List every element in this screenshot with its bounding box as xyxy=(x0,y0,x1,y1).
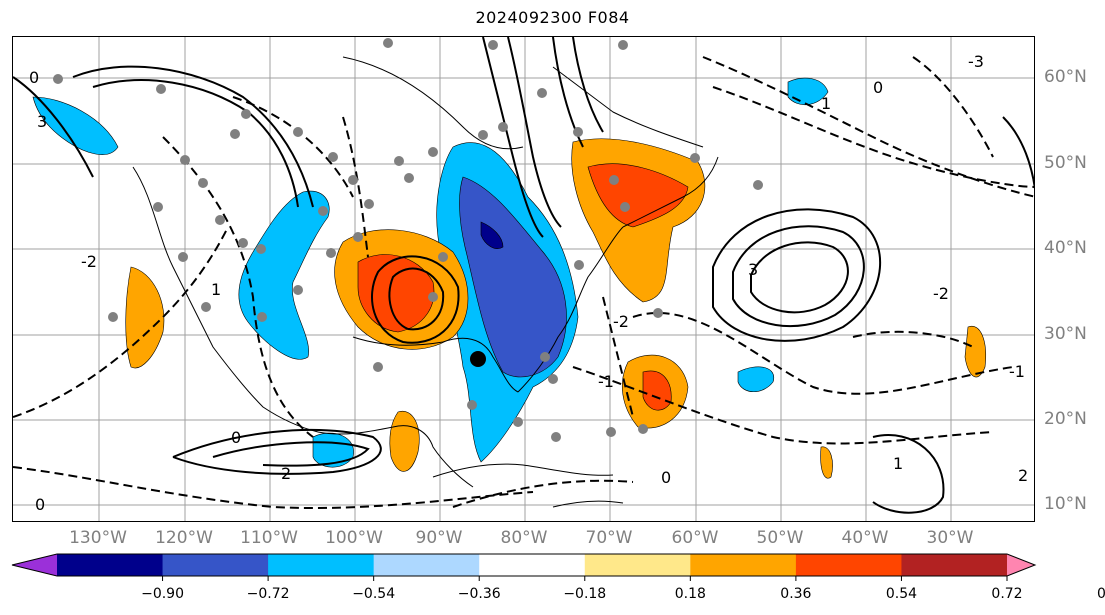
station-markers xyxy=(53,38,763,442)
colorbar-tick-label: 0.90 xyxy=(1096,586,1105,602)
colorbar-tick-label: −0.54 xyxy=(352,586,396,602)
colorbar-tick-label: −0.90 xyxy=(141,586,184,602)
contour-high-east xyxy=(712,208,882,342)
shade-orange-pacific xyxy=(125,266,165,369)
shade-navy-core xyxy=(480,221,504,249)
lon-label-110w: 110°W xyxy=(240,528,298,548)
lon-label-50w: 50°W xyxy=(756,528,804,548)
lat-label-20n: 20°N xyxy=(1044,409,1087,429)
lon-label-100w: 100°W xyxy=(325,528,383,548)
colorbar-tick-label: −0.18 xyxy=(563,586,607,602)
contour-label: 0 xyxy=(231,428,241,447)
contour-label: 0 xyxy=(35,495,45,514)
colorbar-tick-label: 0.72 xyxy=(991,586,1023,602)
lon-label-40w: 40°W xyxy=(841,528,889,548)
colorbar-tick-label: 0.36 xyxy=(780,586,812,602)
contour-gulf-low-ring xyxy=(388,267,445,331)
lon-label-60w: 60°W xyxy=(671,528,719,548)
map-canvas: 0 0 0 0 0 1 1 1 2 2 3 3 -3 -2 -2 -2 -1 -… xyxy=(13,37,1034,521)
shade-orange-mexico xyxy=(389,410,420,472)
colorbar-segment xyxy=(162,554,269,576)
colorbar-segment xyxy=(57,554,164,576)
colorbar-tick-label: 0.54 xyxy=(885,586,918,602)
shade-orange-east xyxy=(964,325,986,378)
lon-label-90w: 90°W xyxy=(415,528,463,548)
lon-label-30w: 30°W xyxy=(926,528,974,548)
contour-label: -2 xyxy=(81,252,97,271)
shade-blue-midatlantic xyxy=(737,366,775,393)
colorbar-segment xyxy=(584,554,691,576)
lon-label-80w: 80°W xyxy=(500,528,548,548)
lat-label-40n: 40°N xyxy=(1044,238,1087,258)
lat-label-30n: 30°N xyxy=(1044,324,1087,344)
colorbar xyxy=(11,553,1037,581)
shade-blue-plains xyxy=(238,190,330,360)
colorbar-segment xyxy=(795,554,902,576)
map-panel: 0 0 0 0 0 1 1 1 2 2 3 3 -3 -2 -2 -2 -1 -… xyxy=(12,36,1035,522)
shade-blue-northatlantic xyxy=(787,77,829,105)
contour-label-group: 0 0 0 0 0 1 1 1 2 2 3 3 -3 -2 -2 -2 -1 -… xyxy=(29,52,1028,514)
contour-label: 2 xyxy=(281,464,291,483)
focus-point-marker xyxy=(470,351,486,367)
lon-label-70w: 70°W xyxy=(585,528,633,548)
contour-label: 0 xyxy=(873,78,883,97)
contour-label: -2 xyxy=(613,312,629,331)
contour-label: 1 xyxy=(893,454,903,473)
colorbar-segment xyxy=(901,554,1008,576)
contour-label: 0 xyxy=(661,468,671,487)
colorbar-segment xyxy=(373,554,480,576)
contour-label: -3 xyxy=(968,52,984,71)
contour-label: 0 xyxy=(29,68,39,87)
lon-label-130w: 130°W xyxy=(69,528,127,548)
colorbar-tick-label: 0.18 xyxy=(674,586,706,602)
colorbar-tick-label: −0.36 xyxy=(457,586,501,602)
colorbar-segment xyxy=(268,554,375,576)
lat-label-50n: 50°N xyxy=(1044,153,1087,173)
plot-title: 2024092300 F084 xyxy=(475,8,630,27)
shade-blue-mexico xyxy=(312,432,354,468)
colorbar-segment xyxy=(479,554,586,576)
shade-blue-pnw xyxy=(32,96,119,155)
lat-label-10n: 10°N xyxy=(1044,494,1087,514)
shading-fields xyxy=(32,77,986,479)
lat-label-60n: 60°N xyxy=(1044,67,1087,87)
contour-label: 2 xyxy=(1018,466,1028,485)
colorbar-extend-low xyxy=(12,554,57,576)
contour-label: -1 xyxy=(1009,362,1025,381)
shade-orange-tropics xyxy=(820,446,833,479)
contour-label: 3 xyxy=(37,112,47,131)
contour-label: 1 xyxy=(211,280,221,299)
contours-negative xyxy=(13,56,1034,509)
lon-label-120w: 120°W xyxy=(155,528,213,548)
contour-label: 1 xyxy=(821,94,831,113)
colorbar-extend-high xyxy=(1007,554,1035,576)
contour-label: -1 xyxy=(598,372,614,391)
contour-label: -2 xyxy=(933,284,949,303)
colorbar-tick-label: −0.72 xyxy=(246,586,290,602)
colorbar-segment xyxy=(690,554,797,576)
contour-label: 3 xyxy=(748,260,758,279)
